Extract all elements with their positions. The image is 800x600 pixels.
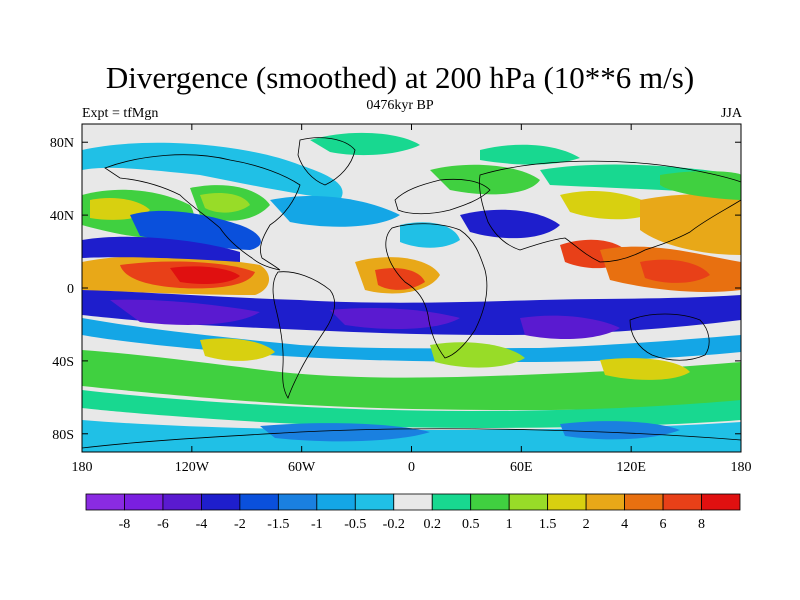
colorbar-label: -8 (119, 517, 131, 532)
experiment-label: Expt = tfMgn (82, 106, 159, 121)
colorbar-label: -2 (234, 517, 246, 532)
lon-tick-label: 180 (731, 460, 752, 475)
field-eq-purple-indian (520, 315, 620, 340)
colorbar-label: 8 (698, 517, 705, 532)
field-n-atlantic-yellow (200, 193, 250, 213)
field-n-india-cyan (400, 222, 460, 248)
field-w-pacific-orange (640, 194, 741, 255)
season-label: JJA (720, 106, 742, 121)
colorbar-swatch (701, 493, 741, 511)
lat-tick-label: 80N (50, 136, 74, 151)
colorbar-label: 0.5 (462, 517, 480, 532)
field-s-yellow-pacific (200, 338, 275, 361)
field-eq-blue-north (82, 236, 240, 262)
colorbar-label: 2 (583, 517, 590, 532)
lat-tick-label: 80S (52, 428, 74, 443)
colorbar-label: 1.5 (539, 517, 557, 532)
colorbar: -8 -6 -4 -2 -1.5 -1 -0.5 -0.2 0.2 0.5 1 1.5 2 4 6 8 (85, 493, 741, 532)
period-label: 0476kyr BP (366, 98, 434, 113)
latitude-ticks: 80N 40N 0 40S 80S (50, 136, 741, 443)
coastline-south-america (272, 271, 335, 399)
colorbar-swatch (624, 493, 664, 511)
field-s-ocean-cyan (82, 390, 741, 428)
colorbar-swatch (393, 493, 433, 511)
coastline-antarctica (82, 428, 741, 449)
colorbar-swatch (316, 493, 356, 511)
lat-tick-label: 40S (52, 355, 74, 370)
colorbar-label: -0.2 (383, 517, 405, 532)
field-africa-red (375, 268, 425, 290)
coastline-africa (385, 223, 488, 359)
coastline-asia (479, 160, 741, 263)
colorbar-label: -6 (157, 517, 169, 532)
field-itcz-core (170, 266, 240, 284)
colorbar-swatch (431, 493, 472, 511)
colorbar-swatch (239, 493, 279, 511)
field-antarctic-blue (260, 421, 680, 442)
coastline-australia (629, 313, 710, 361)
map-plot-area (82, 124, 741, 452)
coastlines (82, 137, 741, 449)
map-title: Divergence (smoothed) at 200 hPa (10**6 … (105, 60, 695, 95)
lon-tick-label: 120W (175, 460, 210, 475)
colorbar-swatch (162, 493, 202, 511)
lat-tick-label: 0 (67, 282, 74, 297)
colorbar-swatch (547, 493, 587, 511)
longitude-ticks: 180 120W 60W 0 60E 120E 180 (72, 124, 752, 475)
field-n-india-blue (460, 209, 560, 239)
colorbar-swatch (354, 493, 395, 511)
field-n-asia-yellow (560, 190, 660, 220)
colorbar-swatch (85, 493, 125, 511)
field-s-yellow-indian (600, 358, 690, 380)
field-s-green-band (82, 350, 741, 410)
coastline-greenland (297, 137, 356, 186)
lon-tick-label: 180 (72, 460, 93, 475)
field-maritime-red (640, 259, 710, 283)
coastline-europe (394, 178, 491, 215)
colorbar-swatch (201, 493, 241, 511)
colorbar-swatch (585, 493, 625, 511)
colorbar-label: 6 (660, 517, 667, 532)
lon-tick-label: 0 (408, 460, 415, 475)
field-eq-purple-west (110, 299, 260, 325)
field-s-yellow-atlantic (430, 342, 525, 368)
colorbar-label: -1 (311, 517, 323, 532)
colorbar-swatch (124, 493, 164, 511)
coastline-north-america (104, 154, 301, 271)
colorbar-swatch (277, 493, 318, 511)
field-n-asia-green (430, 164, 540, 195)
colorbar-swatch (470, 493, 510, 511)
colorbar-swatch (508, 493, 549, 511)
colorbar-label: 1 (506, 517, 513, 532)
field-arctic-green (310, 132, 580, 165)
lon-tick-label: 60E (510, 460, 533, 475)
lat-tick-label: 40N (50, 209, 74, 224)
lon-tick-label: 60W (288, 460, 316, 475)
colorbar-label: 4 (621, 517, 628, 532)
colorbar-label: 0.2 (423, 517, 441, 532)
field-n-atlantic-cyan (270, 195, 400, 227)
lon-tick-label: 120E (616, 460, 646, 475)
colorbar-label: -0.5 (344, 517, 366, 532)
colorbar-label: -1.5 (267, 517, 289, 532)
field-n-hemi-blue (130, 210, 261, 250)
field-e-asia-green (660, 171, 741, 200)
colorbar-swatch (662, 493, 702, 511)
colorbar-label: -4 (196, 517, 208, 532)
